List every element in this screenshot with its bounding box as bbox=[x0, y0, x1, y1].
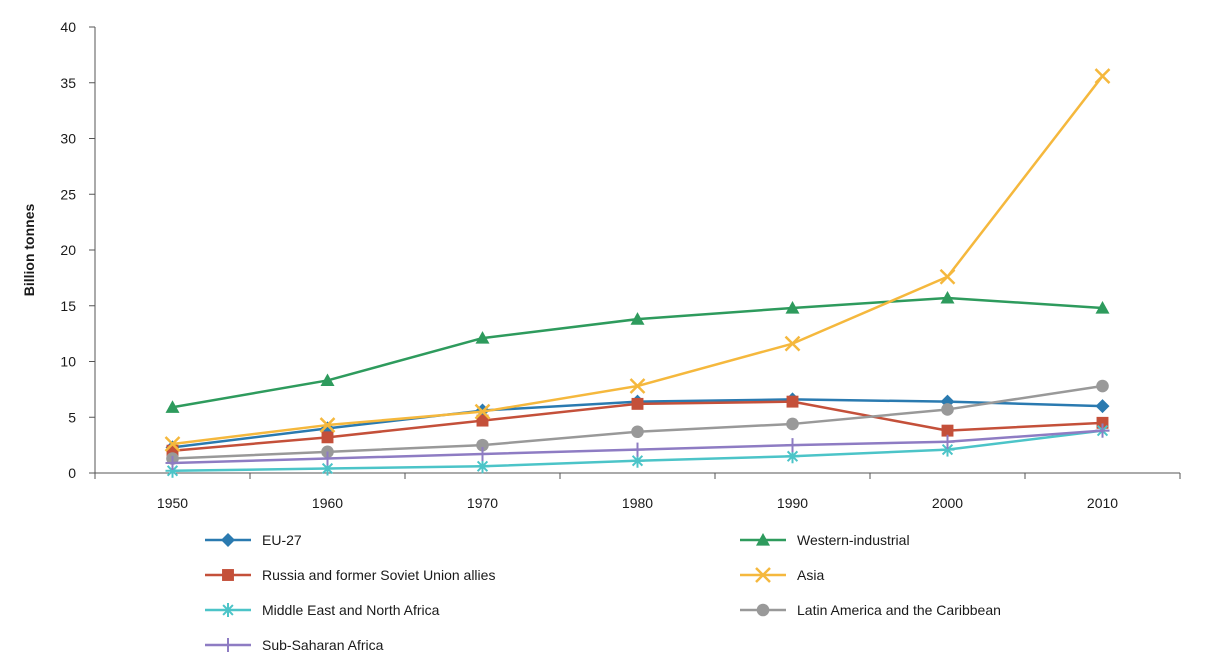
x-tick-label: 1950 bbox=[157, 495, 188, 511]
data-point-russia-and-former-soviet-union-allies bbox=[321, 431, 334, 444]
legend-label: Western-industrial bbox=[797, 532, 910, 548]
marker-stroke bbox=[939, 268, 956, 285]
data-point-middle-east-and-north-africa bbox=[630, 453, 645, 468]
x-tick-label: 1960 bbox=[312, 495, 343, 511]
y-tick-label: 40 bbox=[60, 19, 76, 35]
marker-stroke bbox=[1094, 68, 1111, 84]
series-middle-east-and-north-africa bbox=[165, 423, 1110, 478]
axes: 0 5 10 15 20 25 30 35 40 1950 1960 1970 1980 1990 2000… bbox=[60, 19, 1181, 511]
data-point-sub-saharan-africa bbox=[320, 451, 335, 466]
data-point-sub-saharan-africa bbox=[475, 447, 490, 462]
y-tick-label: 15 bbox=[60, 298, 76, 314]
series-sub-saharan-africa bbox=[165, 423, 1110, 470]
y-tick-label: 5 bbox=[68, 409, 76, 425]
legend-label: Latin America and the Caribbean bbox=[797, 602, 1001, 618]
data-point-russia-and-former-soviet-union-allies bbox=[941, 424, 954, 437]
data-point-western-industrial bbox=[940, 290, 955, 304]
series-western-industrial bbox=[165, 290, 1110, 413]
data-point-asia bbox=[784, 335, 801, 352]
data-point-western-industrial bbox=[630, 312, 645, 325]
legend-marker bbox=[755, 567, 771, 583]
data-point-middle-east-and-north-africa bbox=[165, 463, 180, 478]
data-point-western-industrial bbox=[165, 400, 180, 413]
legend-marker bbox=[221, 638, 235, 652]
data-point-asia bbox=[474, 403, 491, 420]
data-point-middle-east-and-north-africa bbox=[940, 442, 955, 457]
legend-item-sub-saharan-africa: Sub-Saharan Africa bbox=[205, 637, 384, 653]
data-point-eu-27 bbox=[1095, 399, 1110, 414]
legend-label: Sub-Saharan Africa bbox=[262, 637, 384, 653]
marker-stroke bbox=[755, 567, 771, 583]
x-tick-label: 2000 bbox=[932, 495, 963, 511]
y-tick-label: 30 bbox=[60, 131, 76, 147]
legend-marker bbox=[222, 569, 234, 581]
legend-marker bbox=[221, 603, 235, 617]
data-point-asia bbox=[164, 436, 181, 452]
marker-stroke bbox=[319, 417, 336, 433]
legend-item-eu-27: EU-27 bbox=[205, 532, 302, 548]
series-lines bbox=[164, 68, 1111, 478]
x-tick-label: 1970 bbox=[467, 495, 498, 511]
legend: EU-27 Western-industrial Russia and former… bbox=[205, 532, 1001, 653]
legend-marker bbox=[221, 533, 235, 547]
y-tick-label: 0 bbox=[68, 465, 76, 481]
data-point-latin-america-and-the-caribbean bbox=[476, 438, 489, 452]
data-point-russia-and-former-soviet-union-allies bbox=[631, 397, 644, 410]
legend-item-western-industrial: Western-industrial bbox=[740, 532, 910, 548]
data-point-sub-saharan-africa bbox=[1095, 423, 1110, 438]
x-tick-label: 1990 bbox=[777, 495, 808, 511]
y-tick-label: 35 bbox=[60, 75, 76, 91]
data-point-latin-america-and-the-caribbean bbox=[941, 403, 954, 416]
data-point-asia bbox=[629, 378, 646, 394]
marker-stroke bbox=[784, 335, 801, 352]
legend-item-latin-america-and-the-caribbean: Latin America and the Caribbean bbox=[740, 602, 1001, 618]
data-point-russia-and-former-soviet-union-allies bbox=[476, 414, 489, 427]
data-point-western-industrial bbox=[475, 331, 490, 344]
data-point-russia-and-former-soviet-union-allies bbox=[166, 444, 179, 457]
x-tick-label: 1980 bbox=[622, 495, 653, 511]
legend-item-asia: Asia bbox=[740, 567, 824, 583]
x-tick-label: 2010 bbox=[1087, 495, 1118, 511]
data-point-western-industrial bbox=[785, 300, 800, 314]
data-point-sub-saharan-africa bbox=[630, 442, 645, 457]
legend-label: EU-27 bbox=[262, 532, 302, 548]
y-tick-label: 20 bbox=[60, 242, 76, 258]
data-point-western-industrial bbox=[320, 373, 335, 387]
marker-stroke bbox=[164, 436, 181, 452]
legend-item-russia-and-former-soviet-union-allies: Russia and former Soviet Union allies bbox=[205, 567, 495, 583]
series-russia-and-former-soviet-union-allies bbox=[166, 395, 1109, 457]
series-line-asia bbox=[172, 75, 1104, 446]
data-point-western-industrial bbox=[1095, 300, 1110, 314]
marker-stroke bbox=[474, 403, 491, 420]
series-asia bbox=[164, 68, 1111, 452]
data-point-latin-america-and-the-caribbean bbox=[1096, 379, 1109, 393]
data-point-asia bbox=[939, 268, 956, 285]
legend-label: Middle East and North Africa bbox=[262, 602, 440, 618]
legend-marker bbox=[756, 603, 770, 617]
data-point-sub-saharan-africa bbox=[785, 438, 800, 453]
data-point-asia bbox=[1094, 68, 1111, 84]
legend-item-middle-east-and-north-africa: Middle East and North Africa bbox=[205, 602, 440, 618]
data-point-latin-america-and-the-caribbean bbox=[631, 425, 644, 439]
data-point-sub-saharan-africa bbox=[940, 434, 955, 449]
data-point-middle-east-and-north-africa bbox=[475, 459, 490, 474]
data-point-sub-saharan-africa bbox=[165, 455, 180, 470]
legend-marker bbox=[756, 533, 770, 546]
data-point-russia-and-former-soviet-union-allies bbox=[1096, 416, 1109, 429]
y-axis-title: Billion tonnes bbox=[21, 204, 37, 297]
y-tick-label: 10 bbox=[60, 354, 76, 370]
y-tick-label: 25 bbox=[60, 186, 76, 202]
data-point-russia-and-former-soviet-union-allies bbox=[786, 395, 799, 408]
data-point-asia bbox=[319, 417, 336, 433]
legend-label: Asia bbox=[797, 567, 824, 583]
legend-label: Russia and former Soviet Union allies bbox=[262, 567, 495, 583]
marker-stroke bbox=[629, 378, 646, 394]
data-point-latin-america-and-the-caribbean bbox=[786, 417, 799, 431]
